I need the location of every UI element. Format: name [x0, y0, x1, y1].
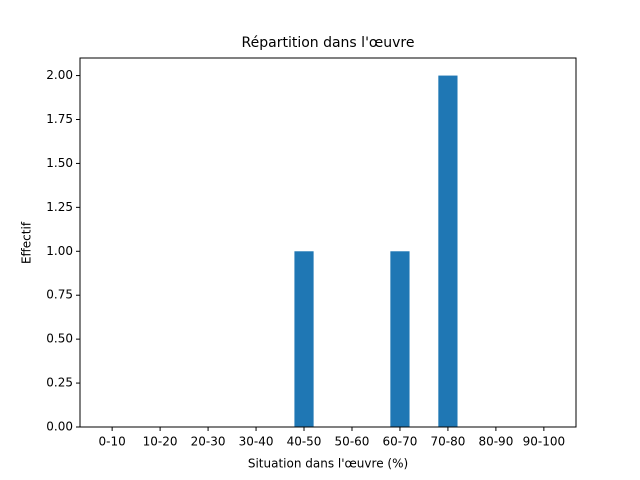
y-axis-label: Effectif [20, 221, 34, 264]
y-tick-label: 1.75 [46, 112, 73, 126]
y-tick-label: 1.50 [46, 156, 73, 170]
plot-frame [79, 57, 577, 428]
y-tick-label: 1.00 [46, 244, 73, 258]
y-tick-label: 0.50 [46, 332, 73, 346]
x-axis-label: Situation dans l'œuvre (%) [248, 457, 408, 471]
x-tick-label: 0-10 [99, 435, 126, 449]
y-tick-label: 0.00 [46, 420, 73, 434]
x-tick-label: 90-100 [523, 435, 566, 449]
chart-title: Répartition dans l'œuvre [242, 35, 415, 51]
x-tick-label: 30-40 [239, 435, 274, 449]
x-tick-label: 50-60 [335, 435, 370, 449]
x-tick-label: 40-50 [287, 435, 322, 449]
y-tick-label: 0.25 [46, 376, 73, 390]
y-tick-label: 2.00 [46, 68, 73, 82]
bar [294, 251, 314, 427]
x-tick-label: 70-80 [430, 435, 465, 449]
x-tick-label: 80-90 [478, 435, 513, 449]
y-tick-label: 0.75 [46, 288, 73, 302]
y-tick-label: 1.25 [46, 200, 73, 214]
x-tick-label: 20-30 [191, 435, 226, 449]
x-tick-label: 60-70 [383, 435, 418, 449]
x-tick-label: 10-20 [143, 435, 178, 449]
bar [390, 251, 410, 427]
bar [438, 75, 458, 428]
